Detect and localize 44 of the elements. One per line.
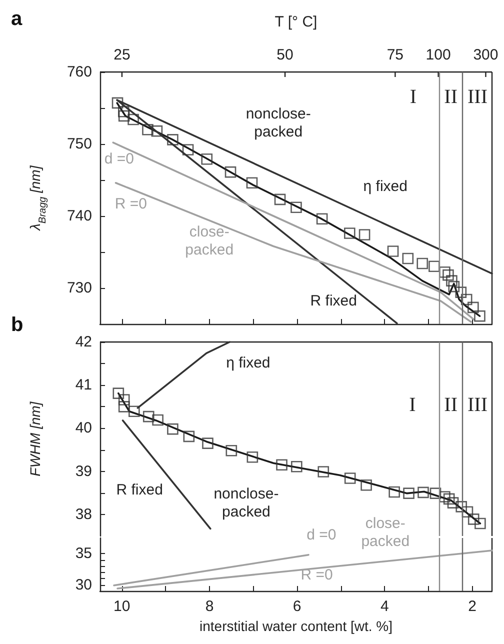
x-tick-label: 8: [205, 598, 214, 615]
annotation: I: [409, 394, 416, 416]
annotation: R =0: [114, 195, 148, 212]
chart-title: a: [11, 8, 23, 30]
chart-title: b: [11, 314, 24, 336]
text: 50: [276, 46, 294, 64]
y-tick-label: 42: [75, 334, 92, 350]
y-tick-label: 750: [66, 136, 92, 152]
annotation: d =0: [306, 526, 336, 544]
y-axis-title: FWHM [nm]: [27, 400, 43, 476]
annotation: R fixed: [116, 481, 163, 498]
x-tick-label: 10: [114, 598, 130, 615]
y-tick-label: 39: [75, 462, 92, 480]
y-tick-label: 35: [75, 545, 92, 562]
y-tick-label: 41: [75, 376, 92, 394]
annotation: R fixed: [310, 292, 357, 310]
y-tick-label: 30: [75, 576, 92, 594]
x-tick-label: 4: [380, 598, 389, 615]
annotation: III: [468, 86, 488, 108]
y-axis-title: λBragg [nm]: [27, 164, 48, 232]
y-tick-label: 740: [66, 208, 92, 224]
x-tick-label: 2: [468, 598, 476, 615]
y-tick-label: 760: [66, 64, 92, 80]
x-tick-label: 6: [292, 598, 302, 615]
annotation: nonclose-packed: [246, 106, 311, 141]
x-axis-title: interstitial water content [wt. %]: [200, 618, 392, 634]
annotation: close-packed: [361, 515, 410, 550]
text: 75: [386, 46, 404, 64]
text: 100: [426, 46, 451, 64]
annotation: I: [410, 86, 417, 108]
annotation: II: [444, 394, 458, 416]
annotation: close-packed: [185, 224, 234, 259]
annotation: d =0: [104, 150, 134, 168]
annotation: III: [468, 394, 488, 416]
y-tick-label: 40: [75, 420, 92, 437]
annotation: η fixed: [363, 178, 408, 195]
text: 25: [114, 46, 130, 64]
annotation: nonclose-packed: [214, 486, 279, 521]
y-tick-label: 730: [66, 280, 92, 296]
x2-axis-title: T [° C]: [274, 14, 318, 30]
annotation: η fixed: [226, 354, 270, 372]
y-tick-label: 38: [75, 506, 92, 523]
annotation: II: [444, 86, 458, 108]
text: 300: [473, 46, 498, 64]
